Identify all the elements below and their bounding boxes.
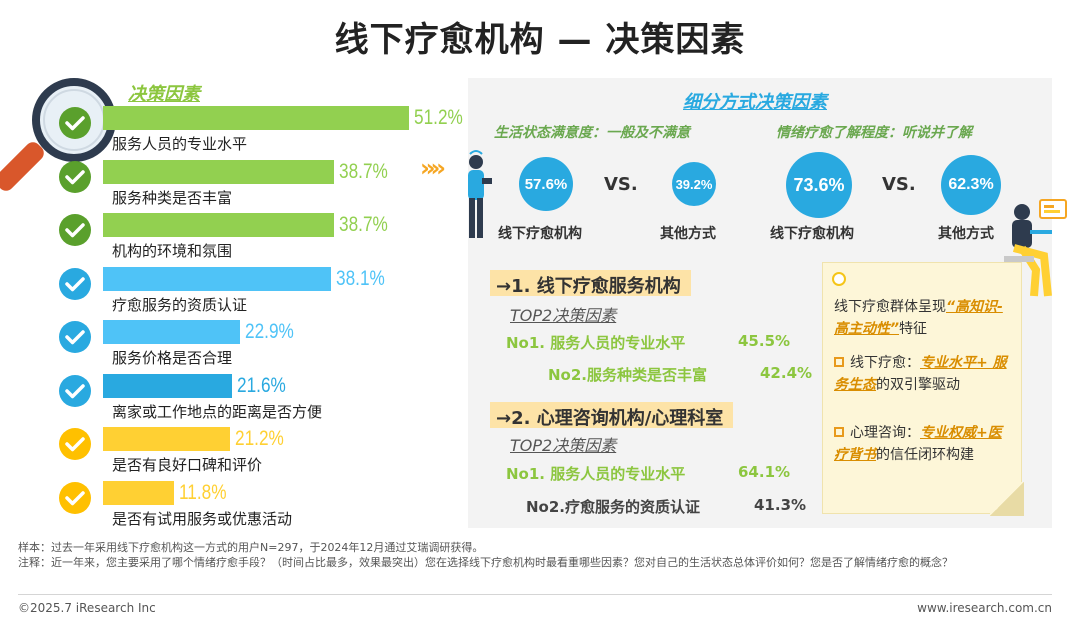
bar-6	[103, 373, 232, 398]
note-bullet-counseling-suffix: 的信任闭环构建	[876, 447, 974, 463]
awareness-heading: 情绪疗愈了解程度：听说并了解	[776, 125, 972, 141]
bar-category-label: 服务价格是否合理	[112, 349, 233, 367]
section-offline-heading: →1. 线下疗愈服务机构	[490, 270, 691, 297]
bar-value-label: 38.7%	[339, 159, 388, 183]
website-link[interactable]: www.iresearch.com.cn	[917, 601, 1052, 615]
note-bullet-counseling-prefix: 心理咨询：	[850, 425, 920, 441]
bar-category-label: 是否有良好口碑和评价	[112, 456, 263, 474]
check-circle-icon	[58, 374, 92, 408]
bar-category-label: 机构的环境和氛围	[112, 242, 233, 260]
bar-value-label: 11.8%	[179, 480, 227, 504]
bar-2	[103, 159, 334, 184]
note-summary-text: 线下疗愈群体呈现	[834, 299, 946, 315]
check-circle-icon	[58, 427, 92, 461]
bar-category-label: 服务人员的专业水平	[112, 135, 248, 153]
bar-1	[103, 106, 409, 130]
note-summary-end: 特征	[899, 321, 928, 337]
section-counseling-no1-value: 64.1%	[738, 463, 791, 481]
note-bullet-counseling-emphasis: 专业权威+医疗背书	[834, 425, 1002, 463]
bar-value-label: 22.9%	[245, 320, 294, 343]
note-bullet-offline-suffix: 的双引擎驱动	[876, 377, 960, 393]
note-pin-icon	[832, 272, 846, 286]
section-offline-no1-value: 45.5%	[738, 332, 791, 350]
check-circle-icon	[58, 160, 92, 194]
chevron-right-icon: »»	[420, 154, 446, 182]
insight-note	[822, 262, 1022, 514]
life-satisfaction-offline-label: 线下疗愈机构	[498, 226, 582, 242]
note-bullet-counseling: 心理咨询：专业权威+医疗背书的信任闭环构建	[834, 422, 1014, 466]
check-circle-icon	[58, 320, 92, 354]
bar-category-label: 疗愈服务的资质认证	[112, 295, 248, 314]
life-satisfaction-offline-value: 57.6%	[519, 157, 573, 211]
section-offline-no2-value: 42.4%	[760, 364, 813, 382]
bar-value-label: 21.2%	[235, 427, 284, 450]
footnote-sample: 样本：过去一年采用线下疗愈机构这一方式的用户N=297，于2024年12月通过艾…	[18, 541, 484, 554]
left-section-header: 决策因素	[128, 84, 200, 105]
decision-factor-bar-chart: 51.2% 服务人员的专业水平 38.7% 服务种类是否丰富 38.7% 机构的环境和氛围…	[0, 0, 470, 540]
section-offline-no1-label: No1. 服务人员的专业水平	[506, 334, 686, 352]
bar-7	[103, 427, 230, 451]
section-counseling-top2: TOP2决策因素	[510, 436, 617, 455]
section-offline-top2: TOP2决策因素	[510, 306, 617, 325]
person-with-phone-icon	[468, 150, 492, 238]
note-summary-emphasis: “高知识-高主动性”	[834, 299, 1003, 337]
life-satisfaction-other-label: 其他方式	[660, 226, 716, 242]
section-counseling-no2-label: No2.疗愈服务的资质认证	[526, 498, 700, 516]
bar-value-label: 38.7%	[339, 213, 388, 236]
bar-value-label: 21.6%	[237, 373, 286, 397]
bar-3	[103, 213, 334, 237]
awareness-offline-label: 线下疗愈机构	[770, 226, 854, 242]
bar-category-label: 离家或工作地点的距离是否方便	[112, 402, 323, 421]
segmentation-header: 细分方式决策因素	[683, 92, 827, 113]
life-satisfaction-other-value: 39.2%	[672, 162, 716, 206]
bar-8	[103, 480, 174, 505]
check-circle-icon	[58, 267, 92, 301]
bar-value-label: 38.1%	[336, 266, 385, 290]
section-offline-no2-label: No2.服务种类是否丰富	[548, 366, 707, 384]
section-counseling-no1-label: No1. 服务人员的专业水平	[506, 465, 686, 483]
life-satisfaction-heading: 生活状态满意度：一般及不满意	[494, 125, 690, 141]
page-title: 线下疗愈机构 — 决策因素	[334, 20, 746, 60]
section-counseling-no2-value: 41.3%	[754, 496, 807, 514]
bar-5	[103, 320, 240, 344]
note-summary: 线下疗愈群体呈现“高知识-高主动性”特征	[834, 296, 1014, 340]
person-with-laptop-icon	[1004, 199, 1067, 297]
copyright: ©2025.7 iResearch Inc	[18, 601, 156, 615]
check-circle-icon	[58, 106, 92, 140]
footnote-note: 注释：近一年来，您主要采用了哪个情绪疗愈手段？（时间占比最多，效果最突出）您在选…	[18, 556, 953, 569]
square-bullet-icon	[834, 427, 844, 437]
note-bullet-offline-emphasis: 专业水平+ 服务生态	[834, 355, 1007, 393]
life-satisfaction-vs: VS.	[604, 174, 638, 195]
awareness-other-label: 其他方式	[938, 226, 994, 242]
bar-4	[103, 266, 331, 291]
section-counseling-heading: →2. 心理咨询机构/心理科室	[490, 402, 734, 429]
note-fold-corner	[990, 482, 1024, 516]
note-bullet-offline-prefix: 线下疗愈：	[850, 355, 920, 371]
bar-category-label: 服务种类是否丰富	[112, 188, 233, 207]
footer-divider	[18, 594, 1052, 595]
square-bullet-icon	[834, 357, 844, 367]
check-circle-icon	[58, 213, 92, 247]
awareness-other-value: 62.3%	[941, 155, 1001, 215]
awareness-vs: VS.	[882, 174, 916, 195]
awareness-offline-value: 73.6%	[786, 152, 852, 218]
bar-category-label: 是否有试用服务或优惠活动	[112, 509, 293, 528]
note-bullet-offline: 线下疗愈：专业水平+ 服务生态的双引擎驱动	[834, 352, 1014, 396]
bar-value-label: 51.2%	[414, 106, 463, 129]
check-circle-icon	[58, 481, 92, 515]
